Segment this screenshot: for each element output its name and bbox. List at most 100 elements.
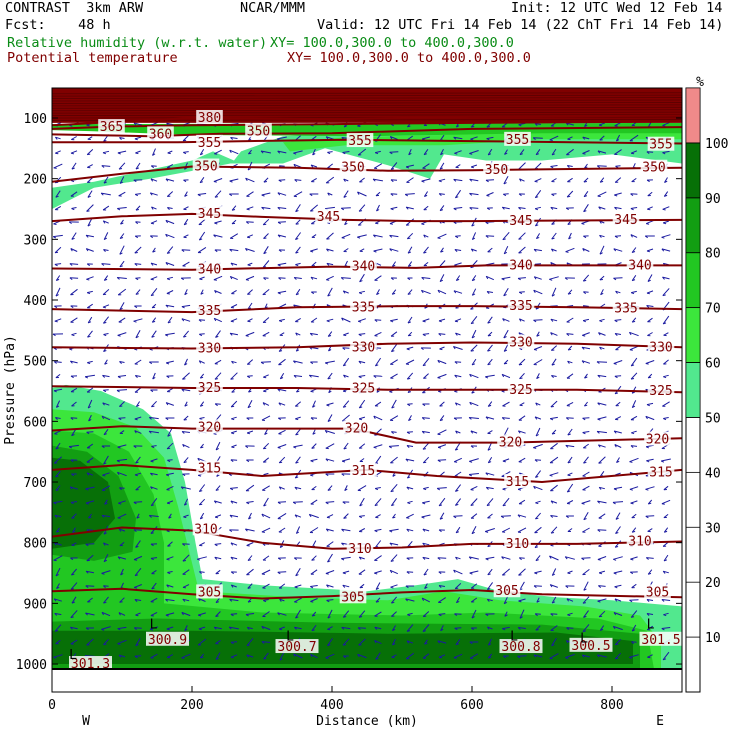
wind-vector-head: [501, 556, 504, 560]
wind-vector-head: [308, 514, 312, 518]
wind-vector-head: [437, 446, 442, 449]
wind-vector: [646, 613, 654, 616]
wind-vector-shaft: [310, 569, 318, 575]
wind-vector-shaft: [344, 485, 348, 491]
wind-vector-head: [631, 629, 636, 632]
wind-vector: [245, 221, 254, 224]
wind-vector-head: [278, 277, 282, 280]
theta-contour-upper: [52, 94, 682, 97]
wind-vector-head: [183, 179, 187, 183]
theta-label-bg: [196, 134, 223, 149]
wind-vector: [246, 430, 254, 435]
wind-vector: [230, 654, 238, 659]
wind-vector-shaft: [662, 651, 670, 661]
wind-vector-head: [293, 375, 297, 378]
wind-vector-shaft: [471, 358, 477, 366]
wind-vector-shaft: [87, 316, 93, 324]
wind-vector-shaft: [277, 512, 287, 520]
wind-vector-head: [533, 447, 537, 449]
wind-vector: [181, 304, 191, 309]
wind-vector-shaft: [567, 570, 573, 574]
wind-vector: [631, 275, 637, 282]
wind-vector-shaft: [55, 287, 61, 297]
wind-vector-head: [342, 390, 347, 393]
wind-vector-head: [628, 332, 632, 336]
wind-vector: [437, 373, 447, 379]
wind-vector: [117, 288, 127, 296]
wind-vector-head: [407, 277, 411, 281]
wind-vector-head: [325, 458, 329, 462]
wind-vector-head: [118, 654, 122, 658]
wind-vector: [261, 527, 271, 533]
wind-vector: [597, 500, 607, 504]
wind-vector-head: [423, 251, 427, 254]
wind-vector-shaft: [661, 248, 671, 252]
wind-vector-head: [293, 557, 298, 561]
wind-vector-head: [406, 486, 410, 490]
wind-vector-shaft: [437, 373, 447, 379]
wind-vector: [502, 626, 510, 631]
wind-vector-head: [485, 221, 489, 225]
wind-vector-head: [230, 137, 234, 140]
wind-vector-head: [439, 279, 444, 283]
wind-vector-shaft: [407, 612, 413, 616]
wind-vector: [215, 441, 221, 451]
wind-vector-shaft: [310, 164, 318, 168]
theta-label-bg: [483, 162, 510, 177]
wind-vector: [630, 372, 638, 380]
wind-vector-shaft: [358, 443, 366, 449]
wind-vector: [613, 486, 623, 491]
wind-vector: [214, 359, 222, 365]
wind-vector: [310, 653, 318, 659]
wind-vector-shaft: [277, 290, 287, 294]
theta-label: 335: [352, 300, 375, 315]
wind-vector-shaft: [247, 161, 253, 171]
wind-vector: [470, 315, 478, 325]
wind-vector-head: [598, 206, 601, 210]
wind-vector-head: [661, 236, 665, 239]
wind-vector-head: [181, 612, 184, 616]
wind-vector: [551, 232, 557, 240]
wind-vector-head: [568, 348, 572, 351]
wind-vector: [392, 638, 396, 646]
wind-vector-head: [612, 501, 616, 505]
wind-vector-head: [648, 502, 652, 505]
theta-label-bg: [644, 584, 671, 599]
wind-vector: [277, 571, 287, 575]
wind-vector-head: [327, 377, 331, 380]
wind-vector-head: [487, 448, 491, 451]
wind-vector-shaft: [230, 641, 238, 643]
wind-vector-head: [438, 585, 442, 588]
wind-vector: [518, 557, 525, 561]
wind-vector: [181, 249, 191, 252]
wind-vector: [214, 149, 222, 155]
wind-vector: [88, 414, 92, 422]
wind-vector-head: [342, 501, 346, 505]
wind-vector: [104, 359, 108, 365]
wind-vector-shaft: [470, 498, 478, 506]
wind-vector: [533, 443, 543, 449]
wind-vector: [631, 624, 637, 632]
wind-vector-shaft: [71, 136, 77, 140]
wind-vector: [549, 653, 559, 660]
wind-vector: [294, 179, 302, 182]
wind-vector-head: [342, 290, 346, 294]
wind-vector-head: [245, 445, 249, 449]
wind-vector: [182, 443, 190, 449]
wind-vector-shaft: [405, 218, 415, 226]
wind-vector-head: [582, 136, 586, 140]
wind-vector-shaft: [263, 374, 269, 378]
wind-vector: [213, 275, 223, 281]
wind-vector: [455, 639, 461, 646]
wind-vector-head: [277, 388, 281, 392]
wind-vector-shaft: [455, 402, 461, 406]
wind-vector-shaft: [486, 136, 494, 140]
wind-vector-head: [200, 404, 204, 407]
wind-vector: [150, 543, 158, 547]
wind-vector-shaft: [390, 162, 398, 170]
wind-vector-shaft: [55, 485, 61, 491]
wind-vector: [422, 318, 430, 323]
wind-vector-shaft: [469, 150, 479, 154]
wind-vector-head: [424, 586, 428, 589]
wind-vector: [310, 361, 318, 365]
